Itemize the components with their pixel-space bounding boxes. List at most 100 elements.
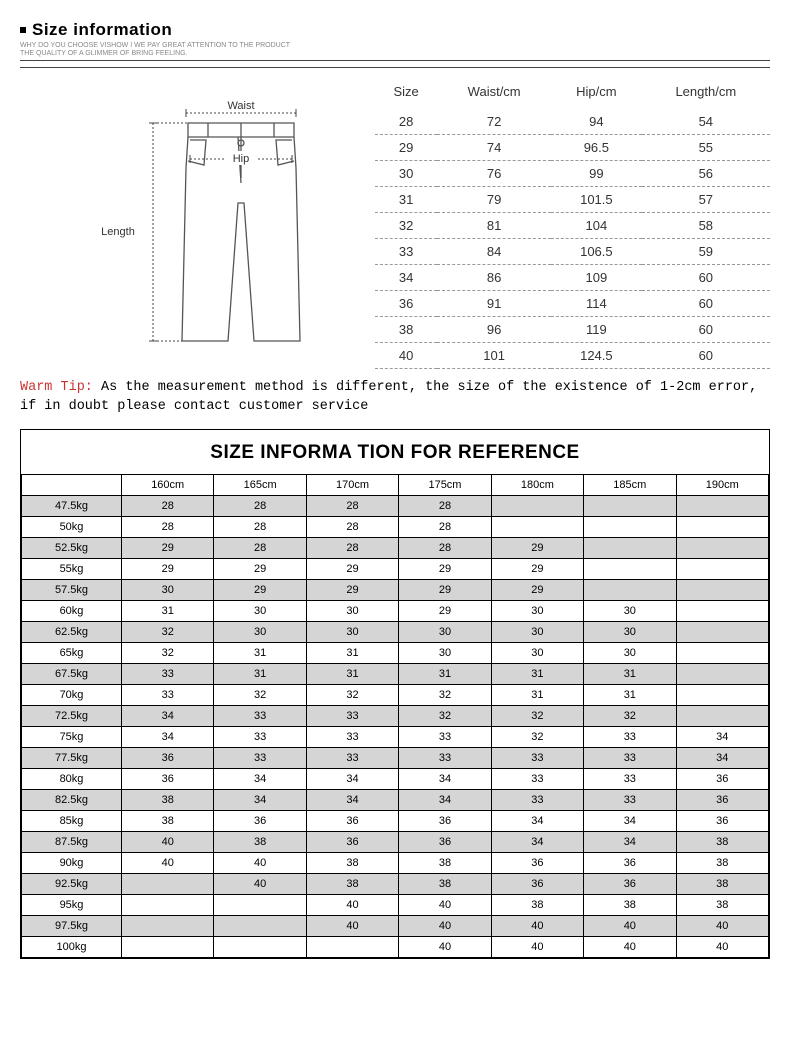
- reference-table-corner: [22, 474, 122, 495]
- size-table-cell: 104: [551, 212, 642, 238]
- size-table-cell: 81: [437, 212, 551, 238]
- reference-table-weight-header: 47.5kg: [22, 495, 122, 516]
- reference-table-cell: 34: [399, 789, 491, 810]
- reference-table-cell: 28: [306, 516, 398, 537]
- reference-table-cell: 40: [214, 852, 306, 873]
- reference-table-cell: 38: [676, 873, 768, 894]
- reference-table-cell: [676, 705, 768, 726]
- size-table-cell: 54: [642, 109, 770, 135]
- reference-table-cell: 36: [491, 873, 583, 894]
- reference-table-cell: 40: [399, 936, 491, 957]
- subtitle-text: WHY DO YOU CHOOSE VISHOW I WE PAY GREAT …: [20, 42, 770, 61]
- reference-table-cell: 40: [491, 936, 583, 957]
- reference-table-weight-header: 65kg: [22, 642, 122, 663]
- reference-table-cell: 38: [214, 831, 306, 852]
- reference-table-cell: [676, 642, 768, 663]
- reference-table-cell: 32: [214, 684, 306, 705]
- reference-table-cell: 29: [306, 558, 398, 579]
- waist-label: Waist: [227, 100, 254, 112]
- reference-table-cell: 32: [122, 621, 214, 642]
- reference-table-cell: [584, 537, 676, 558]
- reference-table-cell: 32: [491, 705, 583, 726]
- reference-table-cell: 28: [214, 495, 306, 516]
- reference-table-cell: [676, 579, 768, 600]
- reference-table-weight-header: 62.5kg: [22, 621, 122, 642]
- reference-table-cell: 36: [676, 789, 768, 810]
- reference-table-cell: 33: [214, 705, 306, 726]
- reference-table-cell: [122, 936, 214, 957]
- reference-table-cell: 34: [491, 810, 583, 831]
- reference-table-weight-header: 77.5kg: [22, 747, 122, 768]
- reference-table-cell: 28: [399, 495, 491, 516]
- reference-table-weight-header: 75kg: [22, 726, 122, 747]
- reference-table-cell: 30: [491, 642, 583, 663]
- reference-table-cell: 31: [584, 663, 676, 684]
- size-table-cell: 96.5: [551, 134, 642, 160]
- hip-label: Hip: [232, 153, 249, 165]
- reference-table-cell: 33: [584, 768, 676, 789]
- size-table-cell: 31: [375, 186, 437, 212]
- reference-table-cell: 32: [399, 684, 491, 705]
- reference-table-cell: 38: [306, 873, 398, 894]
- page-title: Size information: [32, 20, 172, 40]
- reference-table-cell: [676, 495, 768, 516]
- size-table-cell: 28: [375, 109, 437, 135]
- reference-table-cell: [306, 936, 398, 957]
- reference-table-weight-header: 90kg: [22, 852, 122, 873]
- pants-diagram: Waist Hip: [20, 78, 375, 369]
- size-table-cell: 86: [437, 264, 551, 290]
- reference-table-weight-header: 55kg: [22, 558, 122, 579]
- reference-table-cell: 29: [491, 537, 583, 558]
- reference-table-cell: [676, 516, 768, 537]
- reference-table-cell: 34: [676, 726, 768, 747]
- reference-table-height-header: 175cm: [399, 474, 491, 495]
- size-table-cell: 79: [437, 186, 551, 212]
- reference-table-cell: 40: [306, 915, 398, 936]
- reference-table-weight-header: 50kg: [22, 516, 122, 537]
- reference-table-cell: 30: [306, 621, 398, 642]
- reference-table-cell: 30: [214, 600, 306, 621]
- size-table-cell: 72: [437, 109, 551, 135]
- reference-table-cell: 30: [584, 621, 676, 642]
- reference-table-cell: 34: [491, 831, 583, 852]
- size-table-cell: 114: [551, 290, 642, 316]
- reference-table-cell: [676, 600, 768, 621]
- reference-table-cell: 28: [122, 495, 214, 516]
- reference-table-cell: 31: [214, 642, 306, 663]
- reference-table-cell: 38: [676, 894, 768, 915]
- size-table-cell: 32: [375, 212, 437, 238]
- reference-table-cell: 33: [122, 663, 214, 684]
- reference-table-cell: 38: [676, 831, 768, 852]
- reference-table-weight-header: 70kg: [22, 684, 122, 705]
- reference-table-cell: 36: [122, 747, 214, 768]
- warm-tip-text: Warm Tip: As the measurement method is d…: [20, 379, 770, 417]
- reference-table-cell: 33: [491, 789, 583, 810]
- reference-table-cell: 34: [214, 768, 306, 789]
- reference-table-cell: 34: [306, 768, 398, 789]
- reference-table-cell: 33: [399, 747, 491, 768]
- size-table-header: Length/cm: [642, 78, 770, 109]
- size-table-cell: 119: [551, 316, 642, 342]
- size-table-cell: 57: [642, 186, 770, 212]
- size-table-cell: 55: [642, 134, 770, 160]
- reference-table-weight-header: 57.5kg: [22, 579, 122, 600]
- reference-table-cell: 36: [399, 810, 491, 831]
- reference-table-cell: 28: [214, 516, 306, 537]
- size-table-header: Waist/cm: [437, 78, 551, 109]
- reference-table-cell: 38: [399, 852, 491, 873]
- size-table-cell: 101: [437, 342, 551, 368]
- length-label: Length: [101, 226, 135, 238]
- size-table-cell: 33: [375, 238, 437, 264]
- reference-table-weight-header: 60kg: [22, 600, 122, 621]
- reference-table-cell: 29: [491, 579, 583, 600]
- reference-table-cell: 40: [584, 915, 676, 936]
- reference-table-weight-header: 97.5kg: [22, 915, 122, 936]
- reference-table-cell: 38: [676, 852, 768, 873]
- reference-table-cell: 32: [584, 705, 676, 726]
- reference-table-cell: 31: [399, 663, 491, 684]
- reference-table-cell: 28: [122, 516, 214, 537]
- size-table-cell: 106.5: [551, 238, 642, 264]
- reference-table-cell: [491, 495, 583, 516]
- reference-table-weight-header: 95kg: [22, 894, 122, 915]
- reference-table-cell: 28: [306, 537, 398, 558]
